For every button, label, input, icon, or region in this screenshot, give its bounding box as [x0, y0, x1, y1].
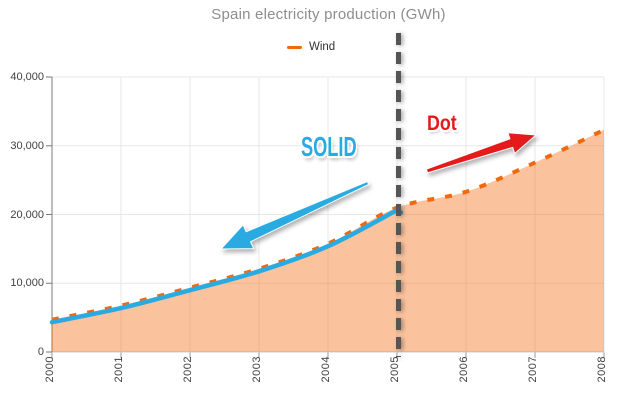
x-axis-label: 2006 [458, 356, 470, 383]
x-axis-label: 2004 [320, 356, 332, 383]
x-axis-label: 2007 [527, 356, 539, 383]
x-axis-label: 2005 [389, 356, 401, 383]
y-axis-label: 10,000 [10, 277, 44, 290]
x-axis-label: 2008 [596, 356, 608, 383]
x-axis-label: 2001 [113, 356, 125, 383]
dot-annotation-label: Dot [427, 112, 457, 135]
solid-arrow-icon [219, 180, 370, 250]
x-axis-label: 2003 [251, 356, 263, 383]
legend: Wind [287, 40, 335, 54]
dot-arrow-icon [425, 132, 538, 174]
x-axis-label: 2002 [182, 356, 194, 383]
x-axis-label: 2000 [44, 356, 56, 383]
y-axis-label: 20,000 [10, 208, 44, 221]
wind-area-fill [52, 129, 604, 352]
chart-title: Spain electricity production (GWh) [211, 6, 446, 23]
wind-legend-label: Wind [309, 41, 336, 53]
y-axis-label: 40,000 [10, 71, 44, 83]
solid-segment-highlight-line [49, 207, 404, 325]
wind-dashed-line [51, 128, 605, 322]
y-axis-label: 0 [37, 346, 44, 358]
wind-legend-marker-icon [287, 45, 302, 49]
solid-annotation-label: SOLID [301, 131, 357, 162]
y-axis-label: 30,000 [10, 139, 44, 152]
